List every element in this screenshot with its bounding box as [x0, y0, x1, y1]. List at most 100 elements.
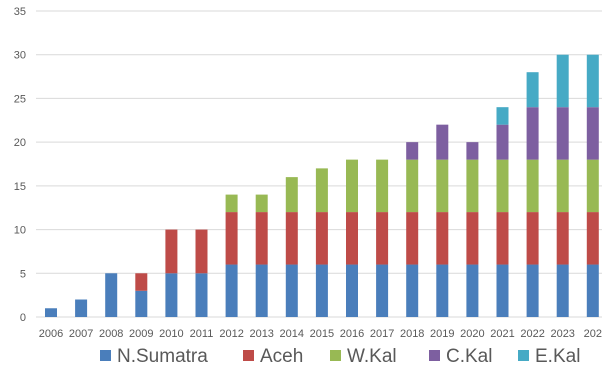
bar-segment [315, 212, 328, 265]
bar-segment [466, 212, 479, 265]
bar-segment [135, 273, 148, 291]
legend: N.Sumatra Aceh W.Kal C.Kal E.Kal [100, 346, 580, 367]
legend-swatch [429, 350, 440, 361]
bar-segment [586, 107, 599, 160]
x-tick-label: 2007 [69, 328, 93, 340]
legend-label: E.Kal [535, 346, 580, 367]
bar-segment [556, 159, 569, 213]
bar-segment [255, 194, 268, 213]
bar-segment [556, 54, 569, 108]
bar-segment [436, 212, 449, 265]
bar-segment [466, 159, 479, 213]
bar-segment [135, 290, 148, 317]
bar-segment [285, 177, 298, 213]
bar-segment [376, 159, 389, 213]
legend-label: N.Sumatra [117, 346, 208, 367]
bar-segment [225, 264, 238, 317]
x-tick-label: 2020 [460, 328, 484, 340]
bar-segment [406, 212, 419, 265]
bar-segment [586, 159, 599, 213]
bar-segment [45, 308, 57, 317]
bar-segment [466, 142, 479, 160]
x-tick-label: 2016 [340, 328, 364, 340]
x-tick-label: 2006 [39, 328, 63, 340]
x-axis-ticks: 2006 2007 2008 2009 2010 2011 2012 2013 2014 2015… [39, 328, 602, 340]
x-tick-label: 2013 [249, 328, 273, 340]
x-tick-label: 2008 [99, 328, 123, 340]
bar-segment [556, 107, 569, 160]
bar-segment [315, 264, 328, 317]
bars [45, 54, 599, 317]
y-tick-label: 20 [14, 137, 26, 149]
bar-segment [105, 273, 118, 317]
legend-label: C.Kal [446, 346, 492, 367]
bar-segment [436, 124, 449, 160]
x-tick-label: 2018 [400, 328, 424, 340]
legend-swatch [100, 350, 111, 361]
bar-segment [195, 229, 208, 274]
bar-segment [466, 264, 479, 317]
y-tick-label: 5 [20, 268, 26, 280]
y-tick-label: 15 [14, 181, 26, 193]
bar-segment [586, 264, 599, 317]
y-axis-ticks: 0 5 10 15 20 25 30 35 [14, 6, 26, 324]
bar-segment [496, 124, 509, 160]
legend-label: W.Kal [347, 346, 397, 367]
x-tick-label: 2023 [550, 328, 574, 340]
bar-segment [75, 299, 88, 317]
bar-segment [406, 142, 419, 160]
x-tick-label: 202 [584, 328, 602, 340]
legend-label: Aceh [260, 346, 303, 367]
bar-segment [285, 264, 298, 317]
bar-segment [406, 159, 419, 213]
y-tick-label: 30 [14, 50, 26, 62]
bar-segment [556, 212, 569, 265]
bar-segment [586, 54, 599, 108]
legend-swatch [243, 350, 254, 361]
bar-segment [255, 212, 268, 265]
x-tick-label: 2009 [129, 328, 153, 340]
x-tick-label: 2022 [520, 328, 544, 340]
bar-segment [376, 264, 389, 317]
bar-segment [436, 159, 449, 213]
bar-segment [225, 194, 238, 213]
bar-segment [496, 107, 509, 125]
bar-segment [436, 264, 449, 317]
y-tick-label: 10 [14, 225, 26, 237]
bar-segment [496, 212, 509, 265]
y-tick-label: 0 [20, 312, 26, 324]
bar-segment [376, 212, 389, 265]
bar-segment [315, 168, 328, 213]
x-tick-label: 2010 [159, 328, 183, 340]
x-tick-label: 2017 [370, 328, 394, 340]
x-tick-label: 2019 [430, 328, 454, 340]
bar-segment [346, 159, 358, 213]
x-tick-label: 2014 [280, 328, 304, 340]
bar-segment [406, 264, 419, 317]
bar-segment [225, 212, 238, 265]
bar-segment [526, 107, 539, 160]
legend-swatch [330, 350, 341, 361]
bar-segment [496, 159, 509, 213]
legend-swatch [518, 350, 529, 361]
bar-segment [526, 159, 539, 213]
bar-segment [526, 264, 539, 317]
x-tick-label: 2015 [310, 328, 334, 340]
bar-segment [526, 72, 539, 108]
y-tick-label: 25 [14, 93, 26, 105]
y-tick-label: 35 [14, 6, 26, 18]
x-tick-label: 2011 [190, 328, 214, 340]
bar-segment [346, 212, 358, 265]
bar-segment [195, 273, 208, 317]
bar-segment [165, 273, 178, 317]
bar-segment [346, 264, 358, 317]
x-tick-label: 2021 [490, 328, 514, 340]
bar-segment [285, 212, 298, 265]
bar-segment [496, 264, 509, 317]
bar-segment [255, 264, 268, 317]
x-tick-label: 2012 [219, 328, 243, 340]
bar-segment [586, 212, 599, 265]
bar-segment [165, 229, 178, 274]
